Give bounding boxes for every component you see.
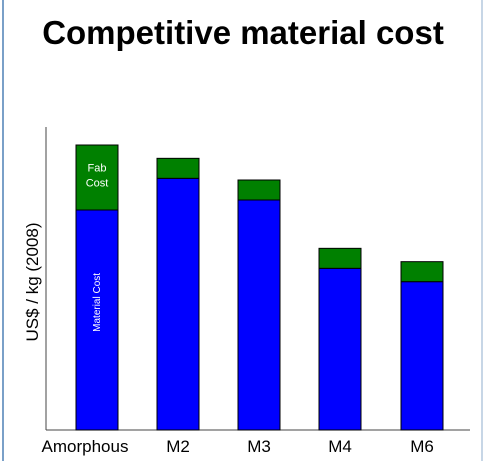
- x-tick-label: M3: [247, 437, 271, 456]
- bar-fab-m2: [156, 157, 200, 179]
- bar-material-m4: [318, 267, 362, 431]
- bar-fab-m3: [237, 179, 281, 201]
- bar-fab-amorphous: [75, 144, 119, 211]
- x-tick-labels: Amorphous M2 M3 M4 M6: [42, 437, 434, 456]
- bars-group: Fab Cost Material Cost: [75, 144, 444, 431]
- bar-fab-m4: [318, 247, 362, 269]
- x-tick-label: Amorphous: [42, 437, 129, 456]
- material-cost-label: Material Cost: [92, 273, 103, 332]
- x-tick-label: M6: [410, 437, 434, 456]
- bar-material-m6: [400, 281, 444, 431]
- y-axis-label: US$ / kg (2008): [23, 222, 42, 341]
- bar-fab-m6: [400, 261, 444, 283]
- x-tick-label: M2: [166, 437, 190, 456]
- x-tick-label: M4: [328, 437, 352, 456]
- chart-title: Competitive material cost: [42, 14, 444, 51]
- fab-cost-label: Fab: [88, 163, 107, 175]
- fab-cost-label: Cost: [86, 178, 109, 190]
- bar-material-m2: [156, 177, 200, 431]
- bar-material-m3: [237, 199, 281, 431]
